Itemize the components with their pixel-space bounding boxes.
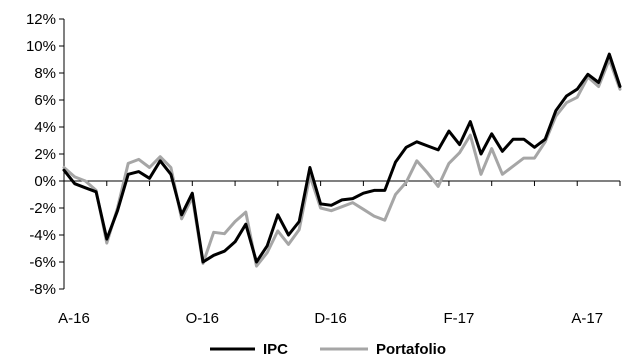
y-tick-label: -8% — [29, 281, 56, 298]
y-tick-label: -4% — [29, 227, 56, 244]
series-layer — [62, 52, 622, 268]
legend-label-portafolio: Portafolio — [376, 341, 446, 358]
x-tick-label: A-17 — [571, 310, 603, 327]
y-tick-label: 12% — [26, 11, 56, 28]
x-tick-label: D-16 — [314, 310, 347, 327]
legend-label-ipc: IPC — [263, 341, 288, 358]
y-tick-label: 2% — [34, 146, 56, 163]
y-tick-label: 8% — [34, 65, 56, 82]
y-axis: 12% 10% 8% 6% 4% 2% 0% -2% -4% -6% -8% — [26, 11, 65, 298]
y-tick-label: 0% — [34, 173, 56, 190]
series-line-portafolio — [62, 58, 622, 268]
y-tick-label: 4% — [34, 119, 56, 136]
x-tick-label: F-17 — [444, 310, 475, 327]
x-tick-label: A-16 — [58, 310, 90, 327]
series-line-ipc — [62, 52, 622, 264]
y-tick-label: 6% — [34, 92, 56, 109]
y-tick-label: 10% — [26, 38, 56, 55]
x-axis: A-16O-16D-16F-17A-17J-17 — [58, 180, 621, 327]
y-tick-label: -2% — [29, 200, 56, 217]
y-tick-label: -6% — [29, 254, 56, 271]
x-tick-label: O-16 — [186, 310, 219, 327]
legend: IPC Portafolio — [210, 341, 446, 358]
